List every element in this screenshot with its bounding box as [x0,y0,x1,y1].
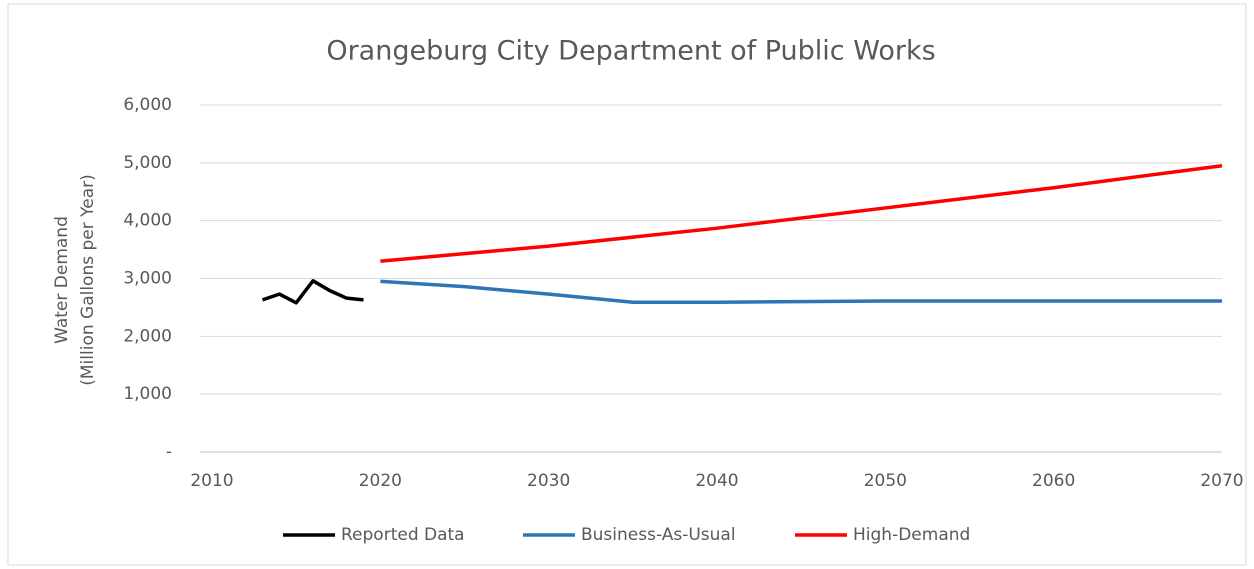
x-tick-label: 2060 [1032,471,1075,491]
x-tick-label: 2070 [1200,471,1243,491]
x-tick-label: 2050 [864,471,907,491]
legend-label: Business-As-Usual [581,525,736,545]
series-line [380,279,1222,304]
y-tick-label: 4,000 [123,211,172,231]
y-tick-label: 1,000 [123,384,172,404]
x-tick-label: 2020 [359,471,402,491]
y-axis-label: Water Demand [52,216,72,344]
x-tick-label: 2010 [190,471,233,491]
y-tick-label: - [166,442,172,462]
series-line [380,163,1223,263]
y-tick-label: 2,000 [123,326,172,346]
legend-label: Reported Data [341,525,465,545]
y-tick-label: 3,000 [123,269,172,289]
chart-title: Orangeburg City Department of Public Wor… [326,36,935,67]
legend-label: High-Demand [853,525,970,545]
y-axis-label: (Million Gallons per Year) [78,174,98,386]
y-tick-label: 6,000 [123,95,172,115]
series-line [261,279,364,305]
y-tick-label: 5,000 [123,153,172,173]
x-tick-label: 2030 [527,471,570,491]
x-tick-label: 2040 [695,471,738,491]
chart-border [7,3,1247,566]
